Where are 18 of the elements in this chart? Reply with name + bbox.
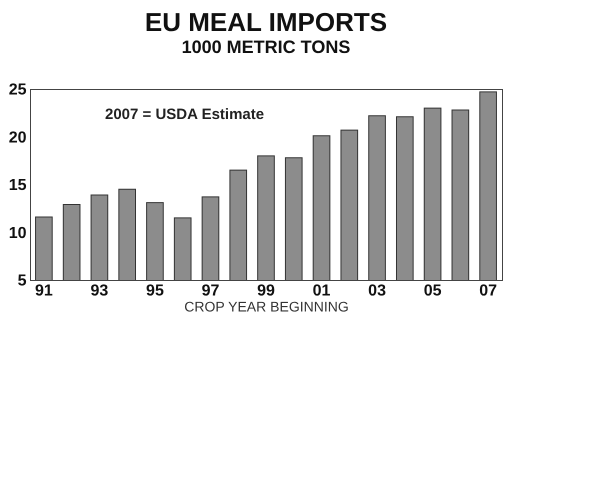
annotation: 2007 = USDA Estimate — [105, 106, 264, 123]
x-tick-label: 95 — [146, 282, 164, 300]
x-tick-label: 93 — [90, 282, 108, 300]
x-axis-title: CROP YEAR BEGINNING — [184, 298, 349, 314]
x-tick-label: 97 — [202, 282, 220, 300]
x-tick-label: 91 — [34, 282, 53, 300]
y-tick-label: 15 — [8, 177, 27, 194]
chart-title: EU MEAL IMPORTS — [144, 7, 388, 37]
x-tick-label: 99 — [257, 282, 275, 300]
x-tick-label: 03 — [368, 282, 386, 300]
x-tick-label: 05 — [424, 282, 442, 300]
chart-subtitle: 1000 METRIC TONS — [182, 37, 350, 57]
y-tick-label: 10 — [8, 224, 27, 242]
y-tick-label: 25 — [8, 82, 27, 98]
x-tick-label: 01 — [312, 282, 331, 300]
y-tick-label: 5 — [18, 272, 27, 290]
x-tick-label: 07 — [479, 282, 498, 300]
y-tick-label: 20 — [8, 129, 27, 146]
